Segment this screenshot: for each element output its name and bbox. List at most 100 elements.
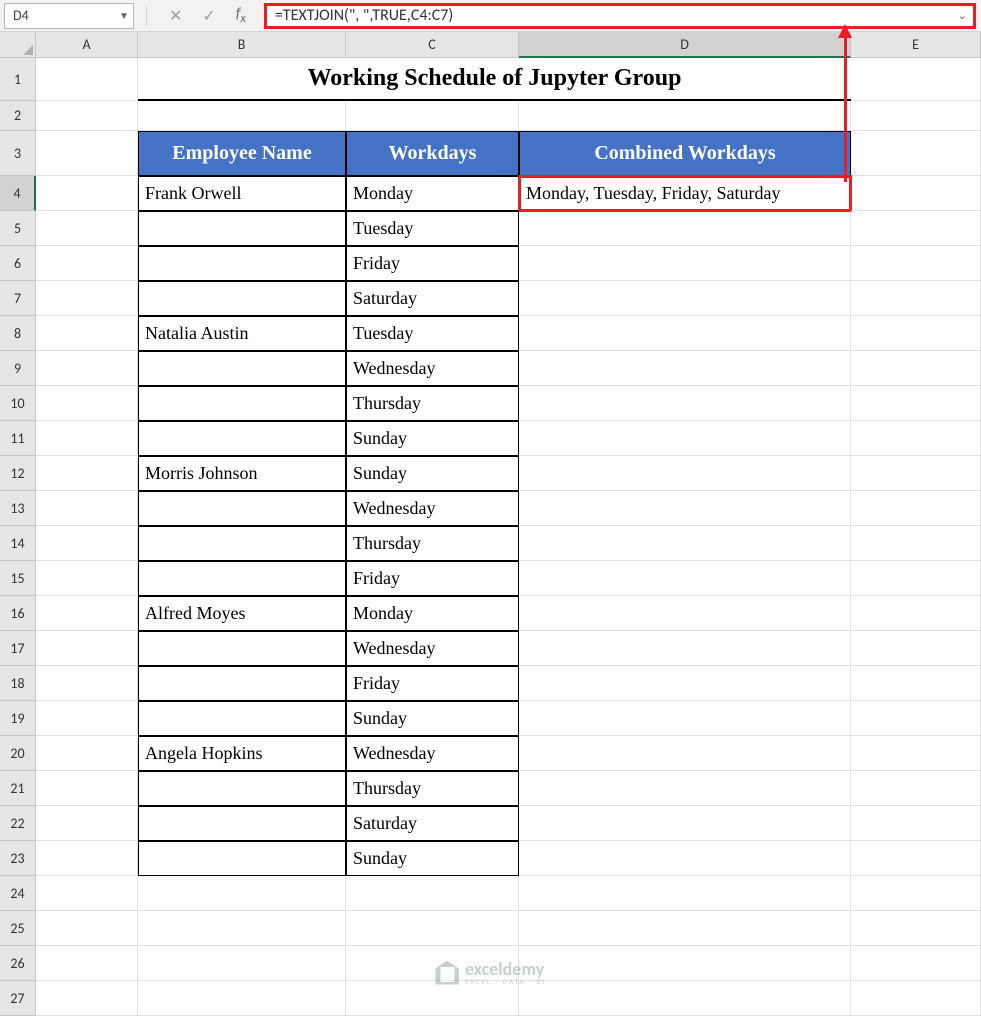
cell-A26[interactable]: [36, 946, 138, 981]
formula-bar[interactable]: =TEXTJOIN(", ",TRUE,C4:C7) ⌄: [264, 3, 976, 29]
cell-B12[interactable]: Morris Johnson: [138, 456, 346, 491]
cell-A12[interactable]: [36, 456, 138, 491]
row-header-22[interactable]: 22: [0, 806, 36, 841]
cell-D6[interactable]: [519, 246, 851, 281]
cell-C21[interactable]: Thursday: [346, 771, 519, 806]
cell-A13[interactable]: [36, 491, 138, 526]
cell-E19[interactable]: [851, 701, 981, 736]
table-header-c[interactable]: Workdays: [346, 131, 519, 176]
cell-E12[interactable]: [851, 456, 981, 491]
cell-A15[interactable]: [36, 561, 138, 596]
cell-E4[interactable]: [851, 176, 981, 211]
cell-B10[interactable]: [138, 386, 346, 421]
cell-D21[interactable]: [519, 771, 851, 806]
row-header-17[interactable]: 17: [0, 631, 36, 666]
row-header-10[interactable]: 10: [0, 386, 36, 421]
cell-C4[interactable]: Monday: [346, 176, 519, 211]
cell-E17[interactable]: [851, 631, 981, 666]
cell-C20[interactable]: Wednesday: [346, 736, 519, 771]
cell-D24[interactable]: [519, 876, 851, 911]
row-header-13[interactable]: 13: [0, 491, 36, 526]
row-header-20[interactable]: 20: [0, 736, 36, 771]
cell-C13[interactable]: Wednesday: [346, 491, 519, 526]
cell-A14[interactable]: [36, 526, 138, 561]
cell-E5[interactable]: [851, 211, 981, 246]
cell-D13[interactable]: [519, 491, 851, 526]
row-header-6[interactable]: 6: [0, 246, 36, 281]
cell-B9[interactable]: [138, 351, 346, 386]
cell-B7[interactable]: [138, 281, 346, 316]
cell-C10[interactable]: Thursday: [346, 386, 519, 421]
cell-D7[interactable]: [519, 281, 851, 316]
fx-icon[interactable]: fx: [236, 5, 246, 26]
cell-A2[interactable]: [36, 101, 138, 131]
cell-E25[interactable]: [851, 911, 981, 946]
cell-A4[interactable]: [36, 176, 138, 211]
cell-E21[interactable]: [851, 771, 981, 806]
cell-A20[interactable]: [36, 736, 138, 771]
formula-expand-icon[interactable]: ⌄: [958, 9, 967, 22]
cell-B23[interactable]: [138, 841, 346, 876]
cell-B15[interactable]: [138, 561, 346, 596]
column-header-b[interactable]: B: [138, 32, 346, 58]
cell-A27[interactable]: [36, 981, 138, 1016]
cell-B22[interactable]: [138, 806, 346, 841]
cell-D9[interactable]: [519, 351, 851, 386]
cell-E8[interactable]: [851, 316, 981, 351]
row-header-23[interactable]: 23: [0, 841, 36, 876]
row-header-12[interactable]: 12: [0, 456, 36, 491]
cell-D17[interactable]: [519, 631, 851, 666]
cell-C5[interactable]: Tuesday: [346, 211, 519, 246]
cell-A24[interactable]: [36, 876, 138, 911]
select-all-corner[interactable]: [0, 32, 36, 58]
cell-E7[interactable]: [851, 281, 981, 316]
cell-C12[interactable]: Sunday: [346, 456, 519, 491]
cell-B19[interactable]: [138, 701, 346, 736]
cell-E26[interactable]: [851, 946, 981, 981]
cell-C16[interactable]: Monday: [346, 596, 519, 631]
cell-A10[interactable]: [36, 386, 138, 421]
row-header-11[interactable]: 11: [0, 421, 36, 456]
page-title[interactable]: Working Schedule of Jupyter Group: [138, 58, 851, 101]
cell-D14[interactable]: [519, 526, 851, 561]
row-header-8[interactable]: 8: [0, 316, 36, 351]
column-header-d[interactable]: D: [519, 32, 851, 58]
name-box-dropdown-icon[interactable]: ▼: [119, 9, 129, 22]
cell-B8[interactable]: Natalia Austin: [138, 316, 346, 351]
cell-A16[interactable]: [36, 596, 138, 631]
cell-B14[interactable]: [138, 526, 346, 561]
cell-A17[interactable]: [36, 631, 138, 666]
row-header-9[interactable]: 9: [0, 351, 36, 386]
cell-B4[interactable]: Frank Orwell: [138, 176, 346, 211]
cell-E24[interactable]: [851, 876, 981, 911]
cell-A9[interactable]: [36, 351, 138, 386]
row-header-1[interactable]: 1: [0, 58, 36, 101]
row-header-27[interactable]: 27: [0, 981, 36, 1016]
cell-E13[interactable]: [851, 491, 981, 526]
cell-D10[interactable]: [519, 386, 851, 421]
cell-C15[interactable]: Friday: [346, 561, 519, 596]
cell-E11[interactable]: [851, 421, 981, 456]
cell-A6[interactable]: [36, 246, 138, 281]
cell-B27[interactable]: [138, 981, 346, 1016]
cell-D15[interactable]: [519, 561, 851, 596]
cell-A21[interactable]: [36, 771, 138, 806]
cell-D18[interactable]: [519, 666, 851, 701]
cell-E23[interactable]: [851, 841, 981, 876]
cell-B13[interactable]: [138, 491, 346, 526]
cell-A19[interactable]: [36, 701, 138, 736]
row-header-21[interactable]: 21: [0, 771, 36, 806]
cell-E6[interactable]: [851, 246, 981, 281]
cell-C24[interactable]: [346, 876, 519, 911]
cell-E16[interactable]: [851, 596, 981, 631]
cell-B16[interactable]: Alfred Moyes: [138, 596, 346, 631]
cell-E9[interactable]: [851, 351, 981, 386]
row-header-16[interactable]: 16: [0, 596, 36, 631]
cell-E20[interactable]: [851, 736, 981, 771]
cell-D19[interactable]: [519, 701, 851, 736]
cell-A8[interactable]: [36, 316, 138, 351]
cell-C7[interactable]: Saturday: [346, 281, 519, 316]
row-header-24[interactable]: 24: [0, 876, 36, 911]
cell-A22[interactable]: [36, 806, 138, 841]
column-header-c[interactable]: C: [346, 32, 519, 58]
